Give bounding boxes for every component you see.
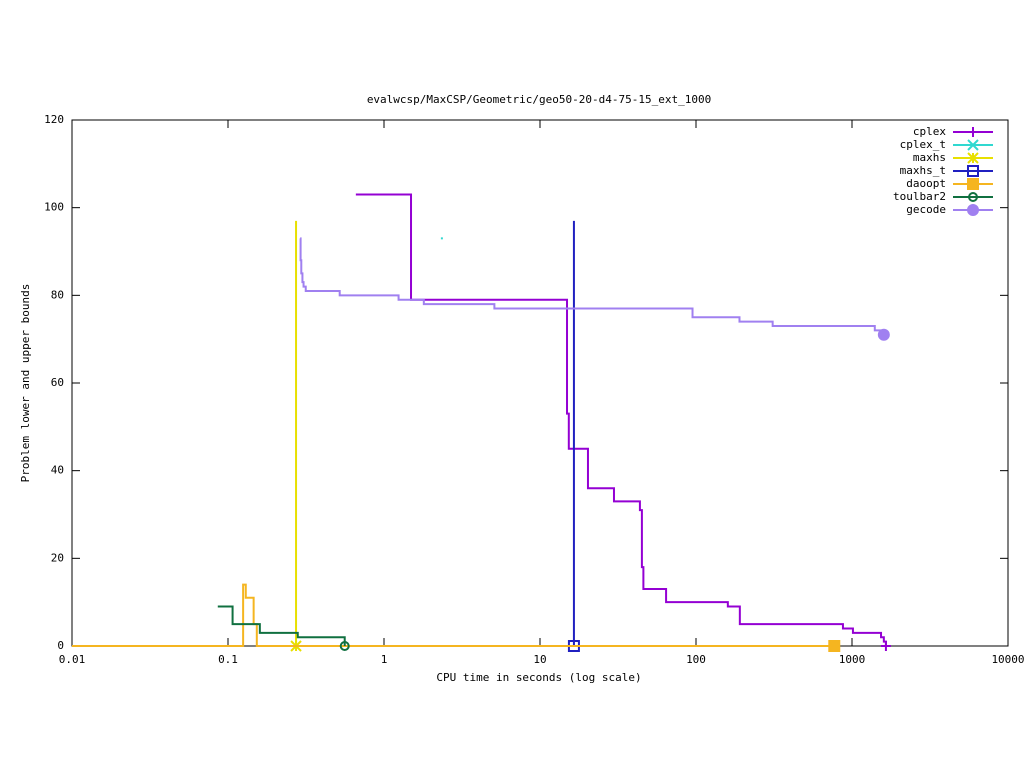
y-tick-label: 120 xyxy=(44,113,64,126)
legend-label: maxhs_t xyxy=(900,164,946,177)
marker xyxy=(967,139,979,151)
legend-label: cplex xyxy=(913,125,946,138)
x-axis-label: CPU time in seconds (log scale) xyxy=(436,671,641,684)
marker xyxy=(880,641,891,651)
y-tick-label: 20 xyxy=(51,551,64,564)
marker xyxy=(967,152,979,164)
y-tick-label: 100 xyxy=(44,201,64,214)
legend-label: daoopt xyxy=(906,177,946,190)
x-tick-label: 0.1 xyxy=(218,653,238,666)
y-tick-label: 80 xyxy=(51,288,64,301)
marker xyxy=(828,640,841,652)
x-tick-label: 1 xyxy=(381,653,388,666)
marker xyxy=(967,165,979,177)
marker xyxy=(968,192,978,202)
marker xyxy=(877,328,890,341)
series-line xyxy=(299,237,885,335)
y-tick-label: 40 xyxy=(51,464,64,477)
x-tick-label: 1000 xyxy=(839,653,866,666)
marker xyxy=(967,204,979,216)
marker xyxy=(339,641,350,651)
y-axis-label: Problem lower and upper bounds xyxy=(19,284,32,483)
x-tick-label: 100 xyxy=(686,653,706,666)
y-tick-label: 60 xyxy=(51,376,64,389)
legend-label: cplex_t xyxy=(900,138,946,151)
legend-label: maxhs xyxy=(913,151,946,164)
plot-border xyxy=(71,119,1009,647)
marker xyxy=(968,127,978,137)
y-tick-label: 0 xyxy=(57,639,64,652)
x-tick-label: 10 xyxy=(533,653,546,666)
marker xyxy=(967,178,979,190)
legend-label: gecode xyxy=(906,203,946,216)
series-line xyxy=(355,193,887,646)
series-line xyxy=(72,583,835,647)
series-line xyxy=(217,605,346,646)
x-tick-label: 0.01 xyxy=(59,653,86,666)
legend-label: toulbar2 xyxy=(893,190,946,203)
chart-title: evalwcsp/MaxCSP/Geometric/geo50-20-d4-75… xyxy=(367,93,711,106)
x-tick-label: 10000 xyxy=(991,653,1024,666)
